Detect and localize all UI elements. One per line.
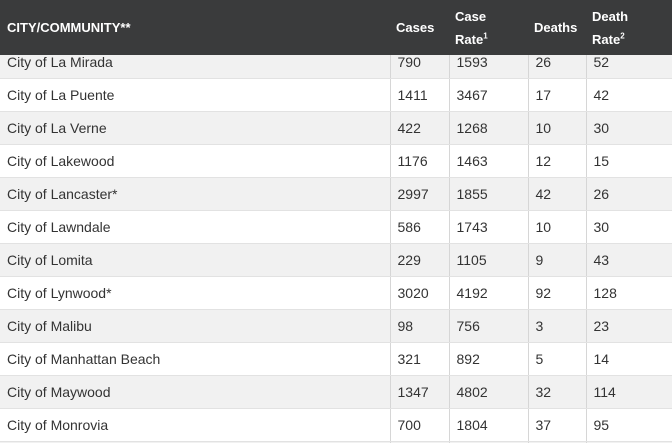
cell-death-rate: 42 [586, 78, 672, 112]
header-deaths[interactable]: Deaths [528, 0, 586, 55]
cell-cases: 586 [390, 210, 450, 244]
cell-cases: 1347 [390, 375, 450, 409]
cell-cases: 700 [390, 408, 450, 442]
cell-cases: 3020 [390, 276, 450, 310]
cell-death-rate: 43 [586, 243, 672, 277]
table-row [0, 441, 672, 443]
cell-case-rate [449, 441, 529, 443]
cell-deaths: 10 [528, 210, 587, 244]
cell-deaths: 10 [528, 111, 587, 145]
cell-case-rate: 3467 [449, 78, 529, 112]
cell-case-rate: 4802 [449, 375, 529, 409]
table-row: City of La Puente 1411 3467 17 42 [0, 78, 672, 112]
header-case-rate-line2: Rate [455, 31, 484, 47]
cell-case-rate: 1855 [449, 177, 529, 211]
cell-case-rate: 1804 [449, 408, 529, 442]
cell-case-rate: 1743 [449, 210, 529, 244]
table-row: City of La Verne 422 1268 10 30 [0, 111, 672, 145]
header-cases-label: Cases [396, 20, 435, 35]
cell-deaths: 26 [528, 55, 587, 79]
cell-deaths: 32 [528, 375, 587, 409]
cell-case-rate: 756 [449, 309, 529, 343]
cell-death-rate: 26 [586, 177, 672, 211]
table-row: City of Lakewood 1176 1463 12 15 [0, 144, 672, 178]
cell-cases: 1411 [390, 78, 450, 112]
cell-deaths: 5 [528, 342, 587, 376]
cell-deaths: 92 [528, 276, 587, 310]
cell-cases: 98 [390, 309, 450, 343]
header-death-rate[interactable]: Death Rate2 [586, 0, 672, 55]
header-case-rate-line1: Case [455, 8, 487, 24]
cell-case-rate: 4192 [449, 276, 529, 310]
cell-death-rate: 95 [586, 408, 672, 442]
cell-cases: 790 [390, 55, 450, 79]
cell-cases: 422 [390, 111, 450, 145]
cell-death-rate: 128 [586, 276, 672, 310]
header-cases[interactable]: Cases [390, 0, 449, 55]
cell-city [0, 441, 391, 443]
cell-case-rate: 1268 [449, 111, 529, 145]
cell-case-rate: 1593 [449, 55, 529, 79]
cell-death-rate [586, 441, 672, 443]
cell-death-rate: 30 [586, 210, 672, 244]
cell-death-rate: 15 [586, 144, 672, 178]
cell-city: City of Lomita [0, 243, 391, 277]
cell-deaths: 3 [528, 309, 587, 343]
cell-city: City of Lakewood [0, 144, 391, 178]
cell-cases: 2997 [390, 177, 450, 211]
header-deaths-label: Deaths [534, 20, 578, 35]
cell-city: City of Maywood [0, 375, 391, 409]
table-row: City of Maywood 1347 4802 32 114 [0, 375, 672, 409]
cell-death-rate: 30 [586, 111, 672, 145]
cell-city: City of Malibu [0, 309, 391, 343]
cell-deaths: 9 [528, 243, 587, 277]
cell-city: City of Lynwood* [0, 276, 391, 310]
cell-city: City of Lawndale [0, 210, 391, 244]
cell-deaths: 42 [528, 177, 587, 211]
cell-city: City of La Puente [0, 78, 391, 112]
header-death-rate-line1: Death [592, 8, 629, 24]
cell-deaths: 37 [528, 408, 587, 442]
header-death-rate-line2: Rate [592, 31, 621, 47]
header-city-label: CITY/COMMUNITY** [7, 20, 131, 35]
header-case-rate[interactable]: Case Rate1 [449, 0, 528, 55]
table-row: City of Lawndale 586 1743 10 30 [0, 210, 672, 244]
table-row: City of Lancaster* 2997 1855 42 26 [0, 177, 672, 211]
header-case-rate-footnote: 1 [483, 31, 488, 41]
table-row: City of Manhattan Beach 321 892 5 14 [0, 342, 672, 376]
cell-cases: 229 [390, 243, 450, 277]
table-row: City of Monrovia 700 1804 37 95 [0, 408, 672, 442]
table-row: City of Lomita 229 1105 9 43 [0, 243, 672, 277]
header-city[interactable]: CITY/COMMUNITY** [0, 0, 390, 55]
cell-cases [390, 441, 450, 443]
header-row: CITY/COMMUNITY** Cases Case Rate1 Deaths … [0, 0, 672, 55]
cell-death-rate: 52 [586, 55, 672, 79]
table-row: City of Lynwood* 3020 4192 92 128 [0, 276, 672, 310]
cell-city: City of Lancaster* [0, 177, 391, 211]
cell-deaths: 17 [528, 78, 587, 112]
cell-deaths: 12 [528, 144, 587, 178]
cell-city: City of Monrovia [0, 408, 391, 442]
header-death-rate-footnote: 2 [620, 31, 625, 41]
cell-death-rate: 114 [586, 375, 672, 409]
cell-case-rate: 1463 [449, 144, 529, 178]
cell-case-rate: 1105 [449, 243, 529, 277]
cell-deaths [528, 441, 587, 443]
cell-death-rate: 23 [586, 309, 672, 343]
cell-city: City of La Verne [0, 111, 391, 145]
table-header: CITY/COMMUNITY** Cases Case Rate1 Deaths … [0, 0, 672, 55]
cell-cases: 321 [390, 342, 450, 376]
table-body: City of La Mirada 790 1593 26 52 City of La P… [0, 55, 672, 443]
cell-city: City of La Mirada [0, 55, 391, 79]
cell-cases: 1176 [390, 144, 450, 178]
table-row: City of La Mirada 790 1593 26 52 [0, 55, 672, 79]
cell-death-rate: 14 [586, 342, 672, 376]
table-row: City of Malibu 98 756 3 23 [0, 309, 672, 343]
cell-case-rate: 892 [449, 342, 529, 376]
cell-city: City of Manhattan Beach [0, 342, 391, 376]
